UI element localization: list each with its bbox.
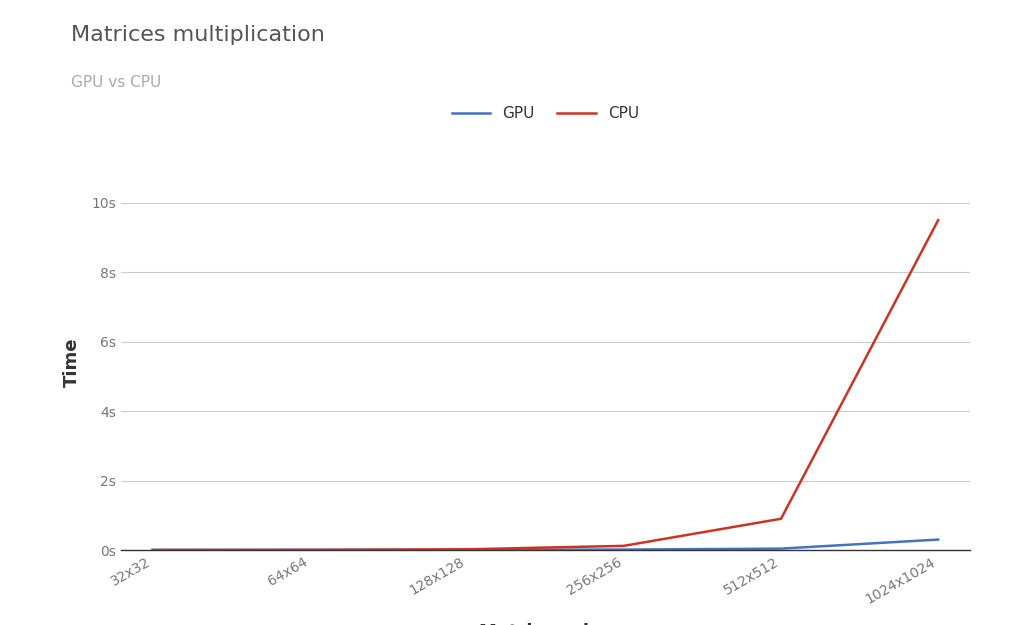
GPU: [304, 546, 316, 554]
GPU: [775, 545, 787, 552]
GPU: [618, 546, 630, 553]
Text: Matrices multiplication: Matrices multiplication: [71, 25, 324, 45]
CPU: [304, 546, 316, 554]
GPU: [461, 546, 473, 554]
CPU: [146, 546, 159, 554]
X-axis label: Matrices size: Matrices size: [479, 623, 612, 625]
CPU: [775, 515, 787, 522]
CPU: [461, 546, 473, 553]
Y-axis label: Time: Time: [63, 338, 81, 388]
Line: CPU: CPU: [153, 220, 938, 550]
GPU: [146, 546, 159, 554]
CPU: [618, 542, 630, 549]
Legend: GPU, CPU: GPU, CPU: [445, 100, 645, 127]
Line: GPU: GPU: [153, 539, 938, 550]
CPU: [932, 216, 944, 224]
Text: GPU vs CPU: GPU vs CPU: [71, 75, 161, 90]
GPU: [932, 536, 944, 543]
